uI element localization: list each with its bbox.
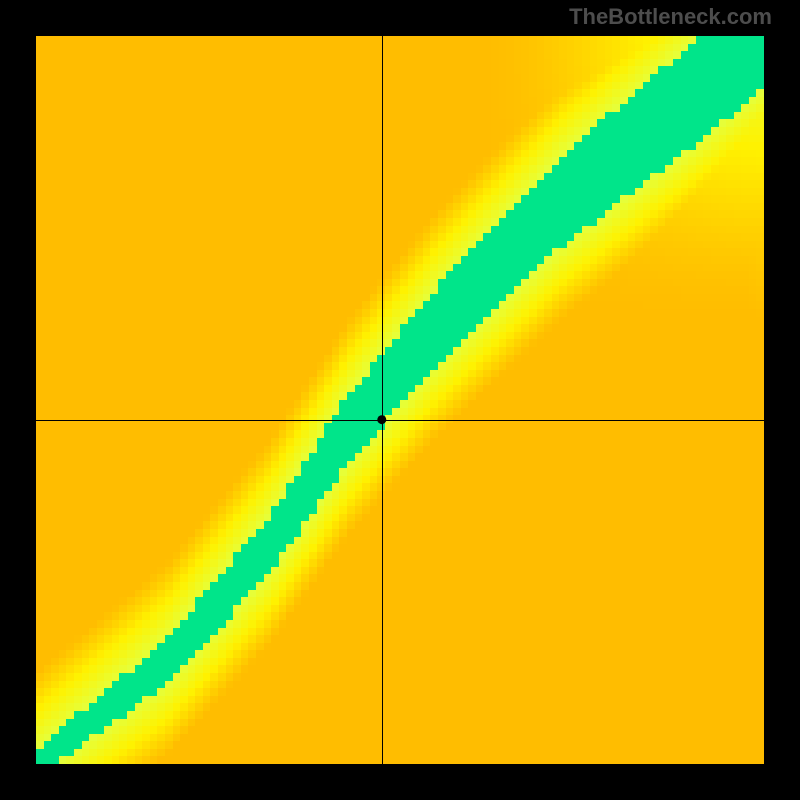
watermark-text: TheBottleneck.com — [569, 4, 772, 30]
crosshair-overlay — [0, 0, 800, 800]
chart-container: { "canvas_size": 800, "watermark": { "te… — [0, 0, 800, 800]
